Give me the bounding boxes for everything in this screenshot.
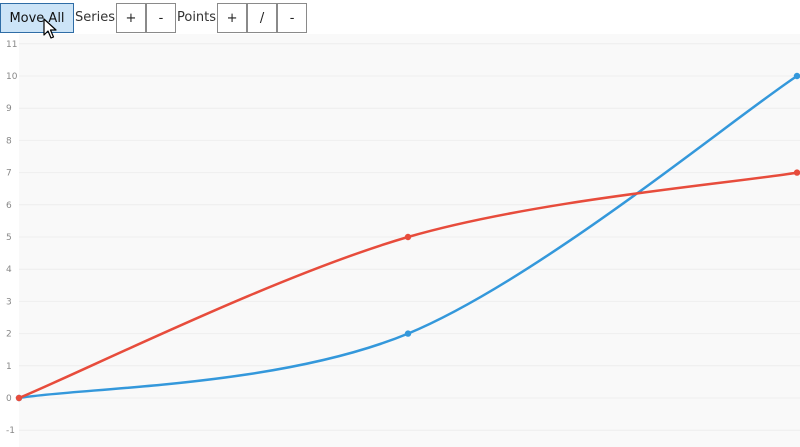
y-tick-label: 3 xyxy=(6,297,12,307)
y-tick-label: -1 xyxy=(6,426,15,436)
y-tick-label: 6 xyxy=(6,201,12,211)
y-tick-label: 11 xyxy=(6,40,17,50)
toolbar: Move All Series + - Points + / - xyxy=(0,0,308,34)
y-tick-label: 8 xyxy=(6,136,12,146)
points-add-button[interactable]: + xyxy=(217,3,248,33)
data-point xyxy=(793,169,800,176)
data-point xyxy=(404,233,412,241)
data-point xyxy=(793,72,800,80)
y-tick-label: 10 xyxy=(6,72,18,82)
series-label: Series xyxy=(75,9,115,25)
data-point xyxy=(404,330,412,337)
y-tick-label: 0 xyxy=(6,394,12,404)
y-tick-label: 1 xyxy=(6,362,12,372)
points-remove-button[interactable]: - xyxy=(277,3,308,33)
series-add-button[interactable]: + xyxy=(115,3,146,33)
series-remove-button[interactable]: - xyxy=(145,3,176,33)
move-all-button[interactable]: Move All xyxy=(0,3,74,33)
y-tick-label: 9 xyxy=(6,104,12,114)
points-slash-button[interactable]: / xyxy=(247,3,278,33)
y-tick-label: 2 xyxy=(6,330,12,340)
y-tick-label: 5 xyxy=(6,233,12,243)
plot-area xyxy=(19,34,800,447)
y-tick-label: 4 xyxy=(6,265,12,275)
y-tick-label: 7 xyxy=(6,169,12,179)
points-label: Points xyxy=(176,9,217,25)
data-point xyxy=(15,394,23,402)
